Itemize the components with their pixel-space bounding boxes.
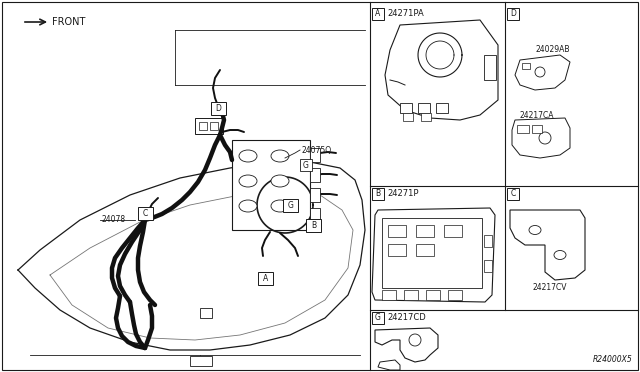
Text: G: G [303,160,309,170]
Ellipse shape [239,175,257,187]
Ellipse shape [271,200,289,212]
Bar [421,113,431,121]
Bar [306,219,321,232]
Text: R24000X5: R24000X5 [593,355,633,364]
Text: D: D [510,10,516,19]
Bar [310,208,320,222]
Bar [484,235,492,247]
Bar [283,199,298,212]
Bar [310,168,320,182]
Ellipse shape [529,225,541,234]
Bar [195,118,223,134]
Text: 24075Q: 24075Q [302,145,332,154]
Bar [211,102,226,115]
Bar [372,312,384,324]
Bar [418,103,430,113]
Text: G: G [302,160,308,170]
Bar [522,63,530,69]
Circle shape [409,334,421,346]
Polygon shape [512,118,570,158]
Bar [404,290,418,300]
Bar [258,272,273,285]
Bar [507,8,519,20]
Bar [310,148,320,162]
Text: A: A [263,274,268,283]
Bar [400,103,412,113]
Bar [416,225,434,237]
Ellipse shape [239,200,257,212]
Bar [300,159,312,171]
Text: FRONT: FRONT [52,17,85,27]
Text: A: A [376,10,381,19]
Bar [416,244,434,256]
Polygon shape [510,210,585,280]
Bar [372,8,384,20]
Bar [210,122,218,130]
Ellipse shape [554,250,566,260]
Bar [310,188,320,202]
Bar [517,125,529,133]
Bar [426,290,440,300]
Circle shape [535,67,545,77]
Bar [532,125,542,133]
Text: G: G [375,314,381,323]
Bar [507,188,519,200]
Bar [382,218,482,288]
Bar [372,188,384,200]
Text: 24217CV: 24217CV [532,283,567,292]
Text: B: B [311,221,316,230]
Text: 24078: 24078 [102,215,126,224]
Polygon shape [375,328,438,362]
Text: 24029AB: 24029AB [535,45,570,55]
Bar [448,290,462,300]
Polygon shape [378,360,400,370]
Text: C: C [143,209,148,218]
Circle shape [539,132,551,144]
Text: 24217CA: 24217CA [520,110,554,119]
Text: C: C [510,189,516,199]
Text: 24217CD: 24217CD [387,314,426,323]
Text: D: D [216,104,221,113]
Bar [436,103,448,113]
Polygon shape [515,55,570,90]
Bar [382,290,396,300]
Bar [388,225,406,237]
Bar [403,113,413,121]
Bar [484,260,492,272]
Bar [199,122,207,130]
Polygon shape [372,208,495,302]
Bar [138,207,153,220]
Bar [232,140,310,230]
Polygon shape [385,20,498,120]
Ellipse shape [271,175,289,187]
Text: 24271P: 24271P [387,189,419,199]
Bar [444,225,462,237]
Ellipse shape [271,150,289,162]
Text: B: B [376,189,381,199]
Bar [200,308,212,318]
Text: 24271PA: 24271PA [387,10,424,19]
Bar [484,55,496,80]
Text: G: G [287,201,293,210]
Ellipse shape [239,150,257,162]
Bar [190,356,212,366]
Bar [388,244,406,256]
